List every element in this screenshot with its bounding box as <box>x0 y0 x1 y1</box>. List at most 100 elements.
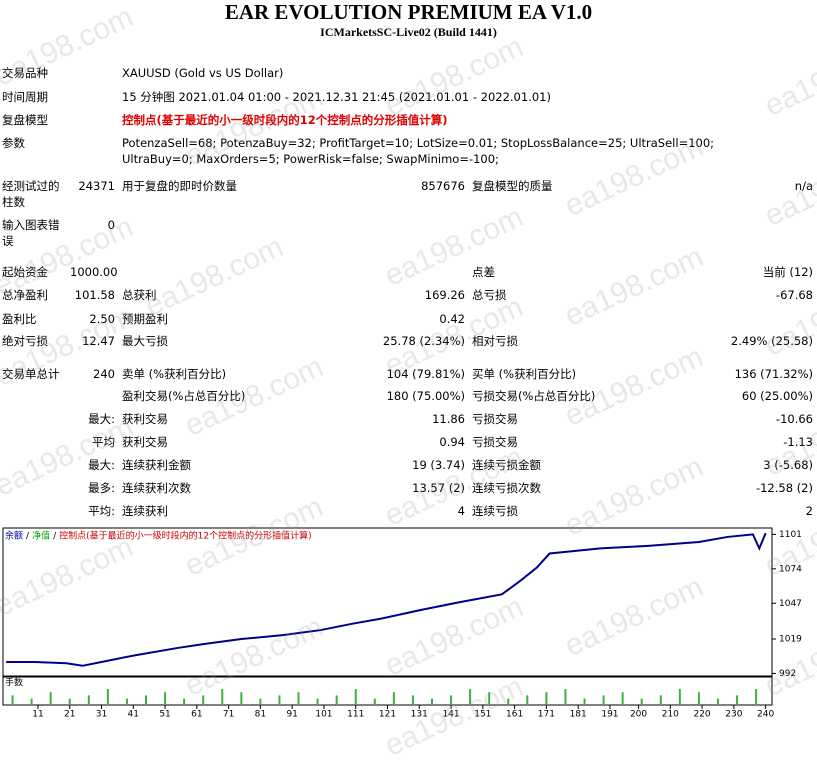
cell-value: -1.13 <box>783 435 813 449</box>
cell-label: 起始资金 <box>2 265 48 279</box>
cell-value: 1000.00 <box>70 265 118 279</box>
cell-value: 最大: <box>88 458 115 472</box>
y-tick-label: 1047 <box>779 599 802 609</box>
x-tick-label: 31 <box>96 710 107 720</box>
volume-bar <box>297 692 300 705</box>
x-tick-label: 91 <box>286 710 297 720</box>
cell-label: 交易品种 <box>2 66 48 80</box>
cell-label: 亏损交易 <box>472 412 518 426</box>
legend-entry: 余额 <box>5 530 23 542</box>
volume-bar <box>469 689 472 705</box>
y-tick-label: 992 <box>779 669 796 679</box>
legend-separator: / <box>26 532 30 542</box>
volume-bar <box>354 689 357 705</box>
volume-bar <box>202 695 205 705</box>
cell-label: 连续亏损次数 <box>472 481 541 495</box>
volume-bar <box>678 689 681 705</box>
volume-bar <box>736 695 739 705</box>
volume-frame <box>2 676 773 706</box>
cell-value: 平均: <box>88 504 115 518</box>
x-tick-label: 240 <box>757 710 774 720</box>
y-tick-label: 1101 <box>779 530 802 540</box>
cell-value: 19 (3.74) <box>412 458 465 472</box>
cell-value: 101.58 <box>74 288 115 302</box>
x-tick-label: 191 <box>601 710 618 720</box>
volume-bar <box>11 695 14 705</box>
volume-bar <box>87 695 90 705</box>
x-tick-label: 200 <box>630 710 647 720</box>
cell-value: 136 (71.32%) <box>734 367 813 381</box>
cell-label: 亏损交易 <box>472 435 518 449</box>
volume-label: 手数 <box>5 677 23 689</box>
cell-value: -67.68 <box>775 288 813 302</box>
cell-value: PotenzaSell=68; PotenzaBuy=32; ProfitTar… <box>122 136 715 166</box>
cell-value: 180 (75.00%) <box>386 389 465 403</box>
cell-value: 11.86 <box>432 412 465 426</box>
volume-bar <box>49 692 52 705</box>
cell-value: 15 分钟图 2021.01.04 01:00 - 2021.12.31 21:… <box>122 90 551 104</box>
cell-value: 平均 <box>92 435 115 449</box>
x-tick-label: 61 <box>191 710 202 720</box>
x-tick-label: 101 <box>315 710 332 720</box>
cell-label: 连续亏损 <box>472 504 518 518</box>
watermark: ea198.com <box>139 230 289 323</box>
cell-value: 169.26 <box>424 288 465 302</box>
x-tick-label: 220 <box>693 710 710 720</box>
x-tick-label: 111 <box>347 710 364 720</box>
volume-bar <box>392 692 395 705</box>
cell-label: 买单 (%获利百分比) <box>472 367 577 381</box>
x-tick-label: 11 <box>32 710 43 720</box>
balance-line <box>6 532 767 667</box>
cell-label: 绝对亏损 <box>2 334 48 348</box>
cell-value: 4 <box>457 504 465 518</box>
cell-value: -10.66 <box>775 412 813 426</box>
cell-label: 点差 <box>472 265 495 279</box>
legend-entry: 控制点(基于最近的小一级时段内的12个控制点的分形插值计算) <box>59 530 311 542</box>
cell-label: 输入图表错误 <box>2 218 60 248</box>
cell-value: 2.50 <box>89 312 115 326</box>
cell-label: 相对亏损 <box>472 334 518 348</box>
volume-bar <box>716 698 719 705</box>
volume-bar <box>259 698 262 705</box>
volume-bar <box>164 692 167 705</box>
cell-value: 104 (79.81%) <box>386 367 465 381</box>
x-tick-label: 151 <box>474 710 491 720</box>
cell-value: 2 <box>805 504 813 518</box>
x-tick-label: 41 <box>128 710 139 720</box>
volume-bar <box>640 698 643 705</box>
volume-bar <box>507 698 510 705</box>
volume-bar <box>411 695 414 705</box>
cell-value: 0.42 <box>439 312 465 326</box>
x-tick-label: 51 <box>159 710 170 720</box>
cell-label: 复盘模型的质量 <box>472 179 553 193</box>
x-tick-label: 121 <box>379 710 396 720</box>
title: EAR EVOLUTION PREMIUM EA V1.0 <box>224 0 593 24</box>
volume-bar <box>144 695 147 705</box>
cell-value: 24371 <box>78 179 115 193</box>
volume-bar <box>450 695 453 705</box>
watermark: ea198.com <box>759 270 817 363</box>
cell-label: 总获利 <box>122 288 157 302</box>
cell-value: 最多: <box>88 481 115 495</box>
cell-value: 0 <box>107 218 115 232</box>
cell-value: 12.47 <box>82 334 115 348</box>
cell-label: 总净盈利 <box>2 288 48 302</box>
x-tick-label: 131 <box>411 710 428 720</box>
cell-label: 连续获利 <box>122 504 168 518</box>
volume-bar <box>488 692 491 705</box>
cell-value: 当前 (12) <box>762 265 813 279</box>
watermark: ea198.com <box>759 30 817 123</box>
volume-bar <box>106 689 109 705</box>
cell-label: 参数 <box>2 136 25 150</box>
plot-frame <box>2 527 773 677</box>
volume-bar <box>659 695 662 705</box>
x-tick-label: 230 <box>725 710 742 720</box>
x-tick-label: 21 <box>64 710 75 720</box>
cell-label: 盈利交易(%占总百分比) <box>122 389 246 403</box>
subtitle: ICMarketsSC-Live02 (Build 1441) <box>320 25 497 39</box>
cell-value: 最大: <box>88 412 115 426</box>
volume-bar <box>240 692 243 705</box>
cell-label: 获利交易 <box>122 435 168 449</box>
volume-bar <box>335 695 338 705</box>
